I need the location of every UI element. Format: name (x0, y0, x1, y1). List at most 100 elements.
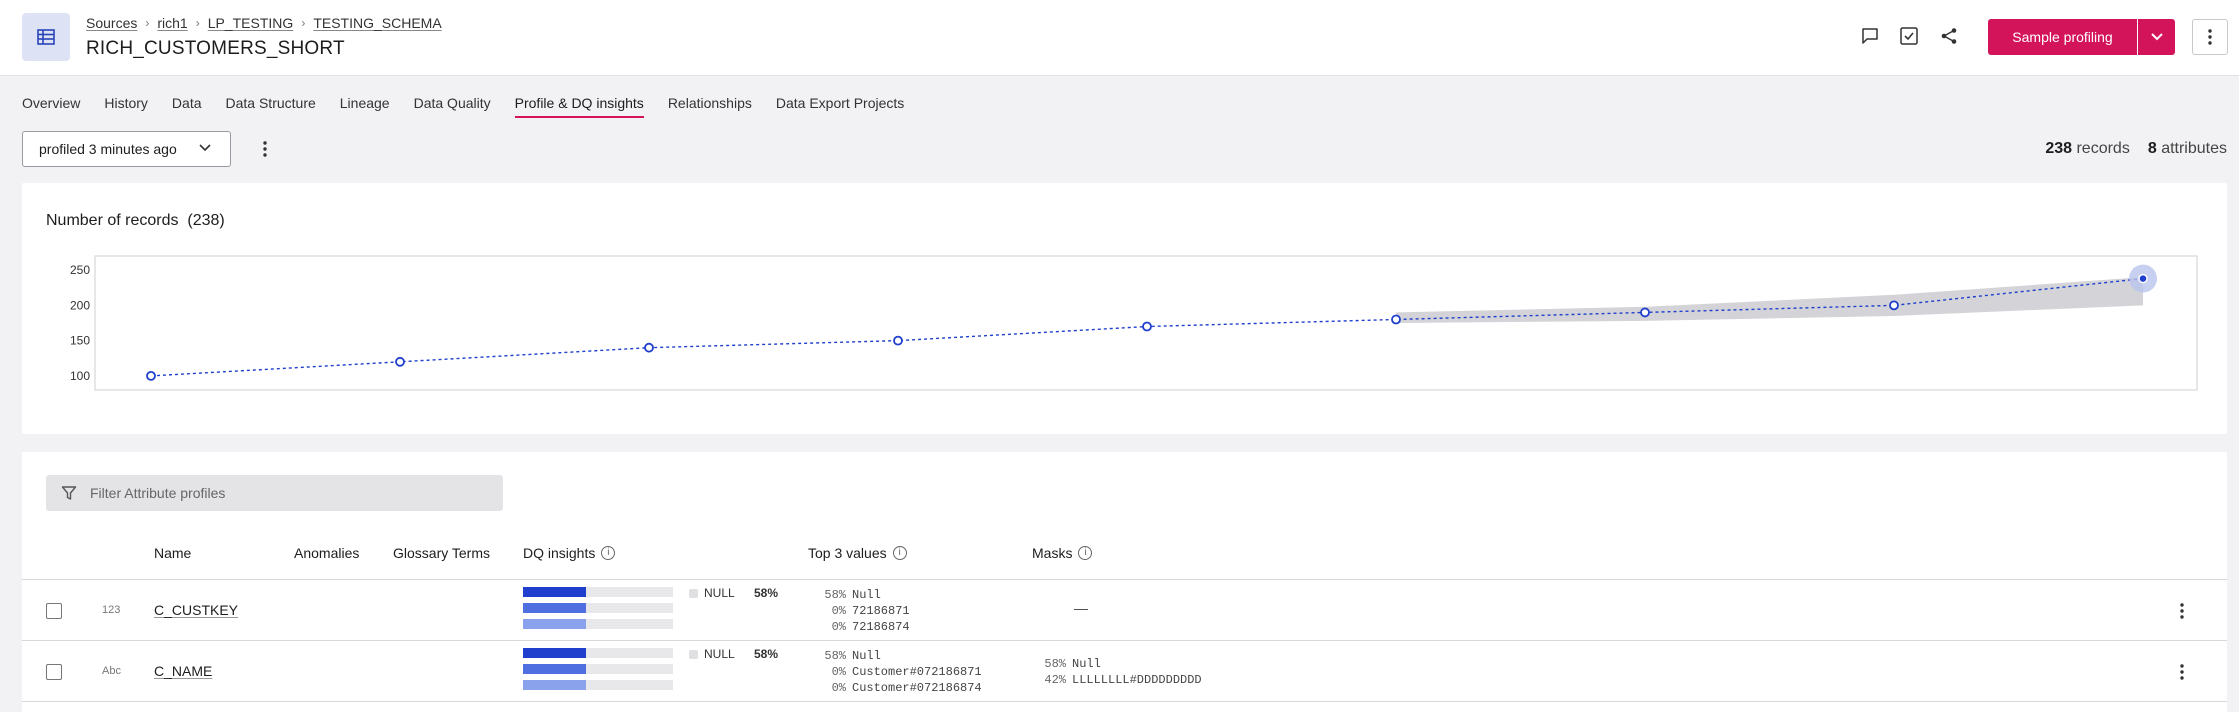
breadcrumb-catalog[interactable]: LP_TESTING (207, 15, 294, 31)
top-value-text: 72186871 (852, 604, 910, 618)
top-value-text: Null (852, 649, 881, 663)
top-value-item: 0% 72186874 (812, 619, 910, 635)
comment-icon[interactable] (1858, 24, 1882, 48)
chart-title-count: (238) (187, 212, 225, 229)
dq-bar (523, 603, 673, 613)
top-values: 58% Null 0% Customer#072186871 0% Customer#… (812, 648, 982, 696)
row-options-button[interactable] (2172, 661, 2192, 683)
records-line-chart[interactable]: 100 150 200 250 (22, 183, 2227, 434)
mask-item: 42% LLLLLLLL#DDDDDDDDD (1042, 672, 1201, 688)
column-header-top3[interactable]: Top 3 values i (808, 545, 907, 561)
row-checkbox[interactable] (46, 603, 62, 619)
filter-placeholder: Filter Attribute profiles (90, 485, 226, 501)
data-point[interactable] (893, 335, 903, 346)
top-value-pct: 0% (831, 681, 846, 695)
chevron-right-icon: › (301, 16, 306, 30)
dq-bar-fill (523, 603, 586, 613)
top-values: 58% Null 0% 72186871 0% 72186874 (812, 587, 910, 635)
column-header-name[interactable]: Name (154, 545, 192, 561)
numeric-type-icon: 123 (102, 604, 121, 616)
dq-bar-fill (523, 680, 586, 690)
info-icon[interactable]: i (1078, 546, 1093, 560)
sample-profiling-dropdown[interactable] (2138, 19, 2175, 55)
data-point[interactable] (644, 342, 654, 353)
legend-swatch (689, 649, 698, 659)
masks: 58% Null 42% LLLLLLLL#DDDDDDDDD (1042, 656, 1202, 688)
column-header-masks[interactable]: Masks i (1032, 545, 1093, 561)
expected-range-band (1396, 277, 2143, 323)
dq-insights-bars (523, 648, 673, 696)
data-point[interactable] (1640, 307, 1650, 318)
info-icon[interactable]: i (601, 546, 616, 560)
masks-empty: — (1074, 600, 1088, 616)
tab-lineage[interactable]: Lineage (339, 95, 390, 111)
tab-overview[interactable]: Overview (22, 95, 81, 111)
tab-data-quality[interactable]: Data Quality (413, 95, 491, 111)
share-icon[interactable] (1937, 24, 1961, 48)
info-icon[interactable]: i (892, 546, 907, 560)
top-value-text: 72186874 (852, 620, 910, 634)
column-header-glossary-terms[interactable]: Glossary Terms (393, 545, 490, 561)
tab-profile-dq-insights[interactable]: Profile & DQ insights (514, 95, 644, 118)
y-tick-label: 100 (70, 369, 90, 383)
top-value-item: 0% Customer#072186874 (812, 680, 982, 696)
records-count: 238 (2045, 140, 2073, 157)
dq-bar-fill (523, 587, 586, 597)
y-tick-label: 200 (70, 298, 90, 312)
more-actions-button[interactable] (2192, 19, 2228, 55)
tab-data-export-projects[interactable]: Data Export Projects (775, 95, 905, 111)
data-point[interactable] (1889, 300, 1899, 311)
dq-bar-fill (523, 664, 586, 674)
attributes-label: attributes (2161, 140, 2227, 157)
mask-pct: 58% (1044, 657, 1066, 671)
chevron-right-icon: › (145, 16, 150, 30)
kebab-icon (2180, 603, 2184, 619)
data-point[interactable] (2138, 273, 2148, 284)
column-header-dq-insights[interactable]: DQ insights i (523, 545, 616, 561)
breadcrumb-source[interactable]: rich1 (157, 15, 188, 31)
top-value-pct: 58% (824, 649, 846, 663)
breadcrumb-sources[interactable]: Sources (86, 15, 138, 31)
row-checkbox[interactable] (46, 664, 62, 680)
column-header-anomalies[interactable]: Anomalies (294, 545, 360, 561)
tab-history[interactable]: History (104, 95, 148, 111)
kebab-icon (2208, 29, 2212, 45)
null-percentage: 58% (754, 647, 779, 661)
sample-profiling-button[interactable]: Sample profiling (1988, 19, 2137, 55)
data-point[interactable] (1391, 314, 1401, 325)
string-type-icon: Abc (102, 665, 121, 677)
dq-bar (523, 680, 673, 690)
chevron-down-icon (199, 144, 211, 152)
top-value-text: Customer#072186871 (852, 665, 982, 679)
tab-bar: Overview History Data Data Structure Lin… (22, 95, 928, 118)
attribute-name-link[interactable]: C_CUSTKEY (154, 602, 239, 618)
profile-version-select[interactable]: profiled 3 minutes ago (22, 131, 231, 167)
data-point[interactable] (1142, 321, 1152, 332)
mask-item: 58% Null (1042, 656, 1202, 672)
chevron-right-icon: › (195, 16, 200, 30)
legend-swatch (689, 588, 698, 598)
null-label: NULL (704, 586, 735, 600)
table-row[interactable]: Abc C_NAME NULL 58% 58% Null 0% Customer#0… (22, 641, 2227, 702)
row-options-button[interactable] (2172, 600, 2192, 622)
tab-data[interactable]: Data (171, 95, 202, 111)
top-value-pct: 58% (824, 588, 846, 602)
breadcrumb-schema[interactable]: TESTING_SCHEMA (313, 15, 442, 31)
breadcrumb: Sources › rich1 › LP_TESTING › TESTING_S… (86, 15, 442, 31)
data-point[interactable] (395, 356, 405, 367)
table-row[interactable]: 123 C_CUSTKEY NULL 58% 58% Null 0% 7218687… (22, 580, 2227, 641)
attribute-name-link[interactable]: C_NAME (154, 663, 213, 679)
null-percentage: 58% (754, 586, 779, 600)
data-point[interactable] (146, 370, 156, 381)
profile-stats: 238 records 8 attributes (2045, 140, 2227, 158)
filter-attributes-input[interactable]: Filter Attribute profiles (46, 475, 503, 511)
profile-options-button[interactable] (255, 138, 275, 160)
tab-data-structure[interactable]: Data Structure (225, 95, 316, 111)
table-icon (22, 13, 70, 61)
tab-relationships[interactable]: Relationships (667, 95, 752, 111)
task-check-icon[interactable] (1897, 24, 1921, 48)
attributes-count: 8 (2147, 140, 2157, 157)
divider (22, 579, 2227, 580)
attribute-profiles-panel: Filter Attribute profiles Name Anomalies… (22, 452, 2227, 712)
top-value-item: 0% Customer#072186871 (812, 664, 982, 680)
